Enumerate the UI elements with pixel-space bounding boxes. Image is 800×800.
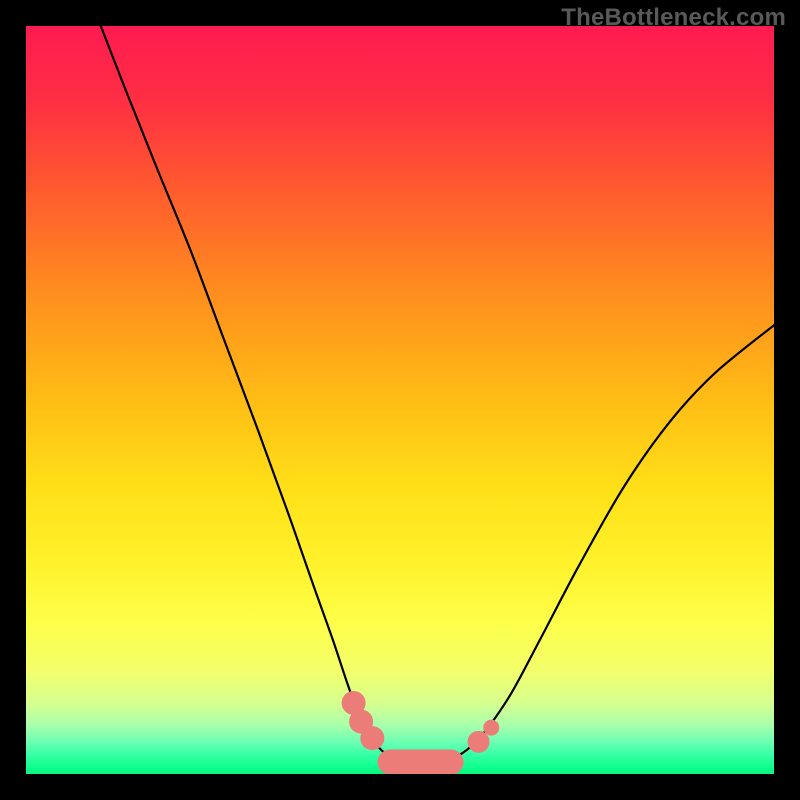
marker-capsule bbox=[378, 750, 464, 774]
chart-frame: TheBottleneck.com bbox=[0, 0, 800, 800]
marker-dot bbox=[360, 726, 384, 750]
plot-area bbox=[26, 26, 774, 774]
watermark-text: TheBottleneck.com bbox=[561, 4, 786, 32]
marker-dot bbox=[483, 720, 499, 736]
gradient-background bbox=[26, 26, 774, 774]
marker-dot bbox=[468, 731, 490, 753]
bottleneck-curve-chart bbox=[26, 26, 774, 774]
